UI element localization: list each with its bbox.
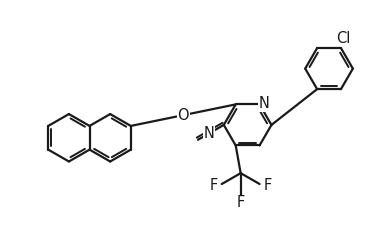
Text: F: F (263, 178, 272, 193)
Text: Cl: Cl (336, 31, 350, 46)
Text: F: F (210, 178, 218, 193)
Text: N: N (259, 96, 270, 111)
Text: F: F (237, 195, 245, 210)
Text: O: O (177, 108, 189, 123)
Text: N: N (204, 126, 215, 141)
